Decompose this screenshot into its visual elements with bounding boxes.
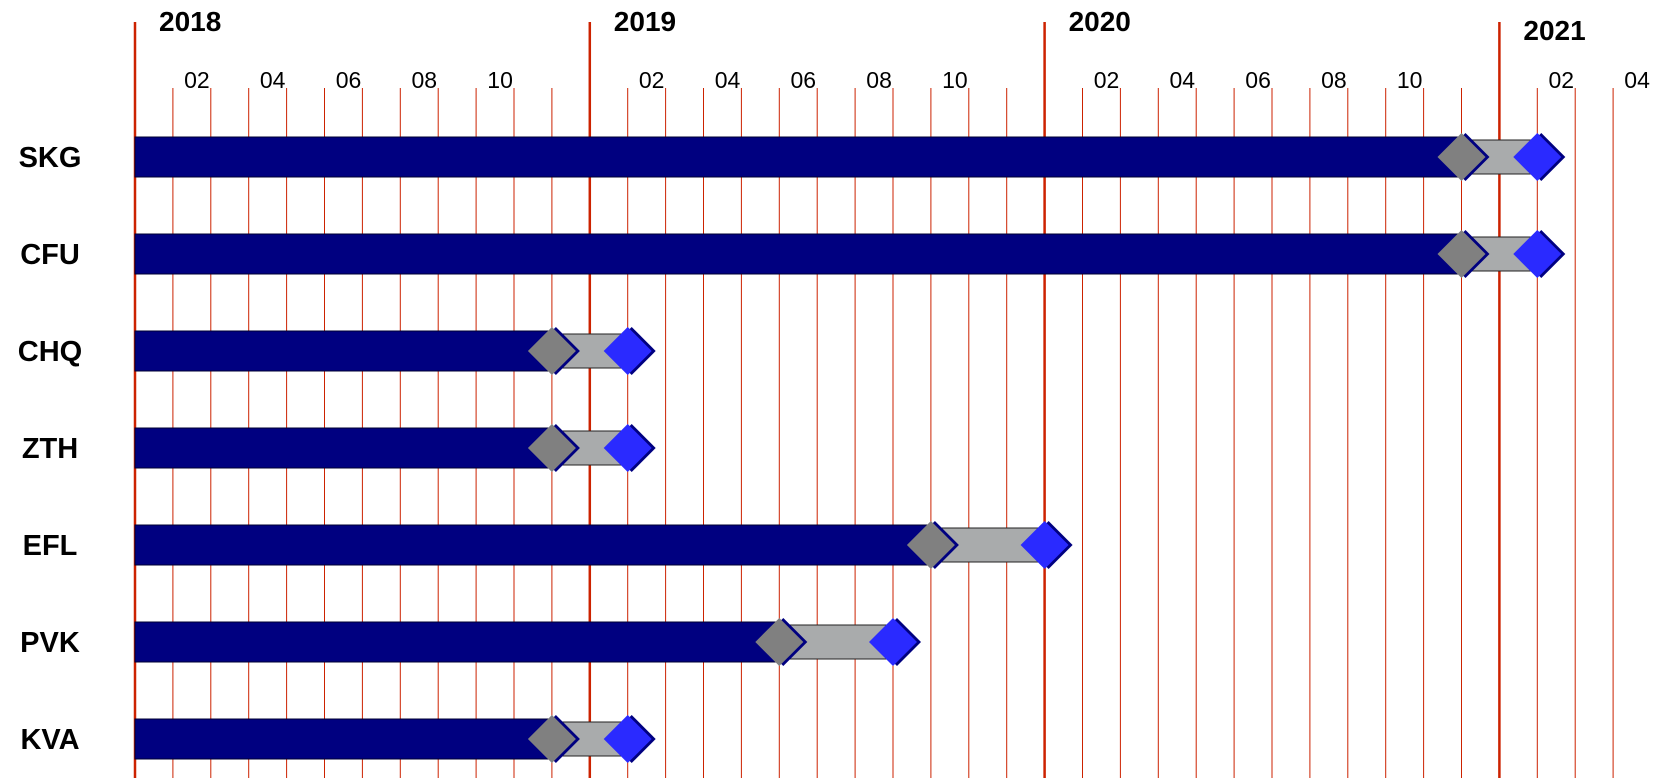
main-bar — [134, 718, 553, 760]
main-bar — [134, 233, 1462, 275]
milestone-start-marker — [755, 618, 804, 666]
milestone-end-marker — [603, 327, 652, 375]
bars — [134, 136, 1538, 760]
milestone-start-marker — [527, 715, 576, 763]
month-label: 06 — [336, 67, 362, 93]
month-label: 02 — [639, 67, 665, 93]
year-label: 2018 — [159, 6, 221, 37]
main-bar — [134, 427, 553, 469]
milestone-end-marker — [1513, 133, 1562, 181]
month-label: 04 — [1624, 67, 1650, 93]
main-bar — [134, 136, 1462, 178]
month-label: 02 — [1549, 67, 1575, 93]
main-bar — [134, 621, 780, 663]
milestone-end-marker — [603, 715, 652, 763]
milestone-end-marker — [603, 424, 652, 472]
month-label: 10 — [942, 67, 968, 93]
month-label: 10 — [487, 67, 513, 93]
row-label-pvk: PVK — [20, 627, 80, 659]
month-label: 08 — [412, 67, 438, 93]
row-label-kva: KVA — [20, 724, 79, 756]
milestone-end-marker — [1513, 230, 1562, 278]
month-label: 04 — [260, 67, 286, 93]
milestone-markers — [527, 133, 1566, 763]
year-label: 2019 — [614, 6, 676, 37]
gridlines — [133, 22, 1614, 778]
month-label: 04 — [715, 67, 741, 93]
milestone-end-marker — [869, 618, 917, 666]
row-label-chq: CHQ — [18, 336, 82, 368]
labels: 2018 2019 2020 2021 02 04 06 08 10 02 04 06 08 10 02 04… — [18, 6, 1650, 756]
milestone-start-marker — [527, 424, 576, 472]
month-label: 10 — [1397, 67, 1423, 93]
month-label: 08 — [1321, 67, 1347, 93]
milestone-end-marker — [1020, 521, 1069, 569]
main-bar — [134, 330, 553, 372]
row-label-zth: ZTH — [22, 433, 78, 465]
month-label: 06 — [1245, 67, 1271, 93]
month-label: 06 — [791, 67, 817, 93]
row-label-skg: SKG — [19, 142, 82, 174]
month-label: 04 — [1170, 67, 1196, 93]
milestone-start-marker — [1437, 133, 1486, 181]
month-label: 02 — [1094, 67, 1120, 93]
month-label: 02 — [184, 67, 210, 93]
milestone-start-marker — [527, 327, 576, 375]
row-label-cfu: CFU — [20, 239, 80, 271]
milestone-start-marker — [906, 521, 955, 569]
row-label-efl: EFL — [23, 530, 78, 562]
milestone-start-marker — [1437, 230, 1486, 278]
year-label: 2021 — [1523, 15, 1585, 46]
month-label: 08 — [866, 67, 892, 93]
main-bar — [134, 524, 932, 566]
year-label: 2020 — [1069, 6, 1131, 37]
